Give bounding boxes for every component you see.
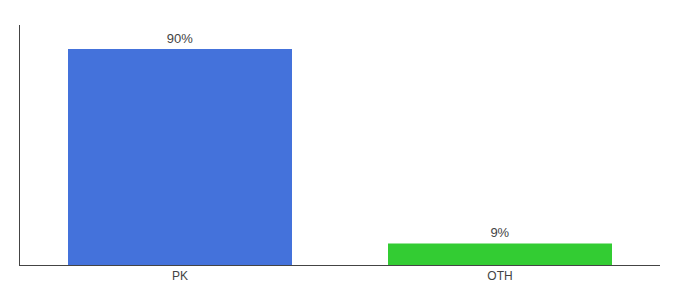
- svg-text:OTH: OTH: [487, 269, 512, 283]
- svg-text:9%: 9%: [490, 225, 509, 240]
- svg-text:90%: 90%: [167, 31, 193, 46]
- svg-text:PK: PK: [172, 269, 188, 283]
